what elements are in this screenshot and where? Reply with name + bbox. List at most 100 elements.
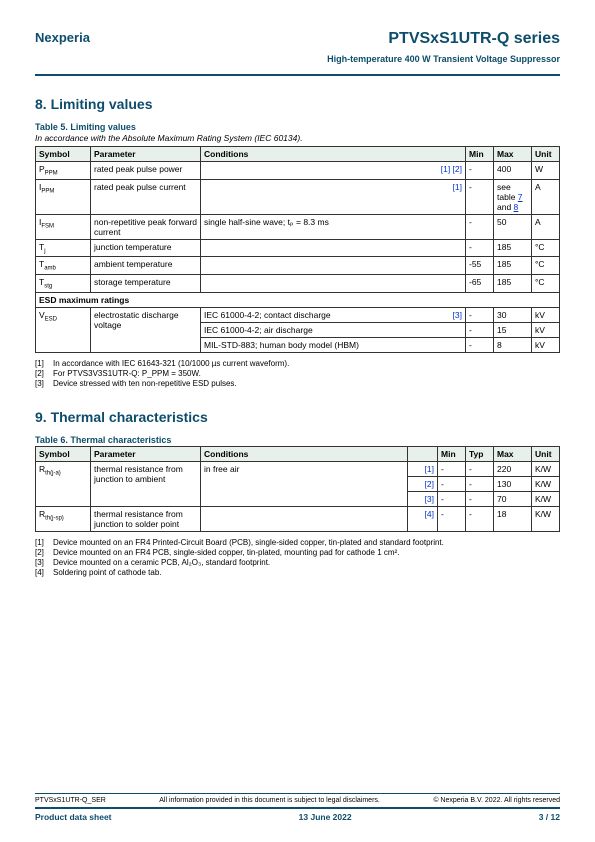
th-max: Max <box>494 147 532 162</box>
table-row: VESDelectrostatic discharge voltageIEC 6… <box>36 307 560 322</box>
cell-param: rated peak pulse power <box>91 162 201 180</box>
cell-param: non-repetitive peak forward current <box>91 214 201 239</box>
cell-unit: kV <box>532 337 560 352</box>
th-conditions: Conditions <box>201 446 408 461</box>
cell-min: - <box>438 461 466 476</box>
cell-ref[interactable] <box>436 337 466 352</box>
cell-min: - <box>438 506 466 531</box>
cell-unit: K/W <box>532 461 560 476</box>
th-min: Min <box>438 446 466 461</box>
cell-cond: IEC 61000-4-2; air discharge <box>201 322 436 337</box>
section-9-heading: 9. Thermal characteristics <box>35 409 560 425</box>
footnote: [1]In accordance with IEC 61643-321 (10/… <box>35 359 560 369</box>
table-5-footnotes: [1]In accordance with IEC 61643-321 (10/… <box>35 359 560 389</box>
cell-param: storage temperature <box>91 275 201 293</box>
cell-min: - <box>438 476 466 491</box>
cell-max: 18 <box>494 506 532 531</box>
th-unit: Unit <box>532 446 560 461</box>
cell-unit: W <box>532 162 560 180</box>
cell-max: 50 <box>494 214 532 239</box>
cell-max: 15 <box>494 322 532 337</box>
table-row: Rth(j-a)thermal resistance from junction… <box>36 461 560 476</box>
cell-max: see table 7 and 8 <box>494 179 532 214</box>
cell-ref[interactable] <box>436 322 466 337</box>
cell-max: 70 <box>494 491 532 506</box>
footer-copyright: © Nexperia B.V. 2022. All rights reserve… <box>433 797 560 804</box>
cell-max: 30 <box>494 307 532 322</box>
cell-ref[interactable] <box>436 257 466 275</box>
cell-max: 8 <box>494 337 532 352</box>
th-unit: Unit <box>532 147 560 162</box>
cell-cond <box>201 275 436 293</box>
table-5-caption: In accordance with the Absolute Maximum … <box>35 133 560 143</box>
title-block: PTVSxS1UTR-Q series High-temperature 400… <box>327 30 560 64</box>
th-min: Min <box>466 147 494 162</box>
table-row: IPPMrated peak pulse current[1]-see tabl… <box>36 179 560 214</box>
cell-ref[interactable] <box>436 239 466 257</box>
cell-ref[interactable]: [4] <box>408 506 438 531</box>
table-row: IFSMnon-repetitive peak forward currents… <box>36 214 560 239</box>
cell-ref[interactable]: [3] <box>436 307 466 322</box>
cell-symbol: Rth(j-sp) <box>36 506 91 531</box>
table-6-title: Table 6. Thermal characteristics <box>35 435 560 445</box>
cell-param: ambient temperature <box>91 257 201 275</box>
cell-ref[interactable]: [3] <box>408 491 438 506</box>
cell-cond: in free air <box>201 461 408 506</box>
cell-param: rated peak pulse current <box>91 179 201 214</box>
esd-heading-row: ESD maximum ratings <box>36 292 560 307</box>
brand-name: Nexperia <box>35 30 90 45</box>
footnote: [1]Device mounted on an FR4 Printed-Circ… <box>35 538 560 548</box>
cell-min: - <box>466 307 494 322</box>
cell-typ: - <box>466 461 494 476</box>
cell-unit: kV <box>532 307 560 322</box>
cell-param: thermal resistance from junction to ambi… <box>91 461 201 506</box>
cell-unit: K/W <box>532 476 560 491</box>
footnote: [2]For PTVS3V3S1UTR-Q: P_PPM = 350W. <box>35 369 560 379</box>
cell-cond <box>201 257 436 275</box>
cell-min: - <box>466 162 494 180</box>
cell-ref[interactable]: [1] <box>408 461 438 476</box>
cell-cond: MIL-STD-883; human body model (HBM) <box>201 337 436 352</box>
cell-typ: - <box>466 491 494 506</box>
table-row: PPPMrated peak pulse power [1] [2]-400W <box>36 162 560 180</box>
th-conditions: Conditions <box>201 147 466 162</box>
footer-page: 3 / 12 <box>539 812 560 822</box>
th-max: Max <box>494 446 532 461</box>
table-6-footnotes: [1]Device mounted on an FR4 Printed-Circ… <box>35 538 560 578</box>
cell-ref[interactable] <box>436 275 466 293</box>
product-title: PTVSxS1UTR-Q series <box>327 30 560 48</box>
table-limiting-values: Symbol Parameter Conditions Min Max Unit… <box>35 146 560 353</box>
footer-code: PTVSxS1UTR-Q_SER <box>35 797 106 804</box>
cell-symbol: Tstg <box>36 275 91 293</box>
section-8-heading: 8. Limiting values <box>35 96 560 112</box>
product-subtitle: High-temperature 400 W Transient Voltage… <box>327 54 560 64</box>
cell-cond <box>201 506 408 531</box>
cell-ref[interactable]: [1] <box>436 179 466 214</box>
cell-unit: °C <box>532 239 560 257</box>
cell-symbol: IPPM <box>36 179 91 214</box>
cell-ref[interactable]: [1] [2] <box>436 162 466 180</box>
cell-symbol: IFSM <box>36 214 91 239</box>
cell-param: thermal resistance from junction to sold… <box>91 506 201 531</box>
page-header: Nexperia PTVSxS1UTR-Q series High-temper… <box>35 30 560 64</box>
cell-max: 130 <box>494 476 532 491</box>
cell-max: 185 <box>494 257 532 275</box>
cell-unit: °C <box>532 275 560 293</box>
cell-ref[interactable]: [2] <box>408 476 438 491</box>
table-row: Tjjunction temperature-185°C <box>36 239 560 257</box>
cell-min: - <box>466 322 494 337</box>
cell-symbol: PPPM <box>36 162 91 180</box>
table-thermal: Symbol Parameter Conditions Min Typ Max … <box>35 446 560 532</box>
cell-ref[interactable] <box>436 214 466 239</box>
footer-date: 13 June 2022 <box>299 812 352 822</box>
cell-max: 400 <box>494 162 532 180</box>
cell-symbol: Tj <box>36 239 91 257</box>
th-parameter: Parameter <box>91 446 201 461</box>
th-symbol: Symbol <box>36 147 91 162</box>
cell-typ: - <box>466 506 494 531</box>
esd-heading: ESD maximum ratings <box>36 292 560 307</box>
cell-param: junction temperature <box>91 239 201 257</box>
th-typ: Typ <box>466 446 494 461</box>
cell-min: - <box>466 214 494 239</box>
cell-param: electrostatic discharge voltage <box>91 307 201 352</box>
